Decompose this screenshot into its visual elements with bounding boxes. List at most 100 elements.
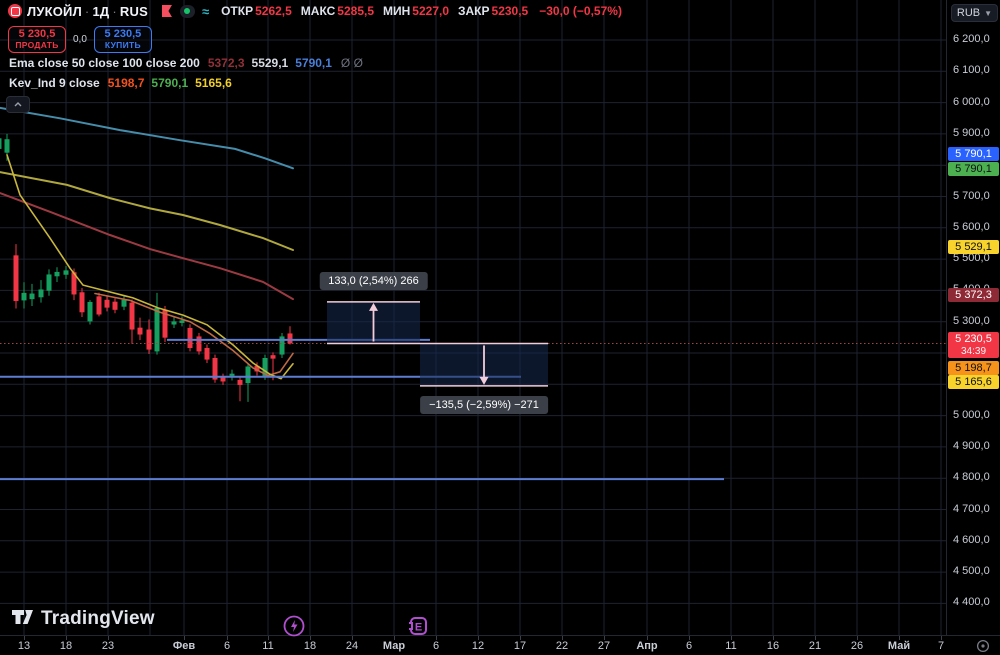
market-status-icon[interactable] [179, 4, 195, 18]
time-tick-mark [66, 636, 67, 640]
time-tick-label: 6 [432, 640, 440, 652]
candle [79, 287, 85, 318]
time-tick-label: 11 [262, 640, 274, 652]
time-tick-mark [352, 636, 353, 640]
candle [0, 138, 2, 149]
candle [154, 292, 160, 355]
price-tick-label: 6 000,0 [953, 95, 990, 108]
time-tick-mark [941, 636, 942, 640]
time-tick-mark [520, 636, 521, 640]
legend-ema[interactable]: Ema close 50 close 100 close 200 5372,3 5… [9, 56, 363, 70]
time-tick-label: 18 [303, 640, 317, 652]
price-tick-label: 6 100,0 [953, 64, 990, 77]
measure-down-label[interactable]: −135,5 (−2,59%) −271 [420, 395, 548, 414]
time-tick-label: 6 [685, 640, 693, 652]
price-axis[interactable]: RUB ▼ 6 200,0 6 100,0 6 000,0 5 900,0 5 700,… [946, 0, 1000, 635]
price-range-measure[interactable] [420, 342, 548, 387]
overlay-line [0, 192, 294, 301]
quote-field-label: МАКС [300, 4, 336, 18]
buy-price: 5 230,5 [104, 28, 142, 41]
price-tick-label: 5 900,0 [953, 126, 990, 139]
time-tick-mark [268, 636, 269, 640]
time-tick-mark [689, 636, 690, 640]
price-axis-label: 5 165,6 [948, 375, 999, 389]
price-tick-label: 4 400,0 [953, 596, 990, 609]
candle [54, 267, 60, 282]
flag-icon[interactable] [161, 5, 172, 17]
price-tick-label: 4 500,0 [953, 565, 990, 578]
sell-button[interactable]: 5 230,5 ПРОДАТЬ [8, 26, 66, 53]
chart-canvas[interactable] [0, 0, 946, 635]
earnings-event-icon[interactable]: E [406, 614, 430, 643]
time-tick-label: 26 [850, 640, 864, 652]
time-tick-mark [562, 636, 563, 640]
buy-button[interactable]: 5 230,5 КУПИТЬ [93, 26, 152, 53]
candle [104, 295, 110, 312]
time-tick-mark [108, 636, 109, 640]
price-axis-label: 5 529,1 [948, 240, 999, 254]
wave-icon[interactable]: ≈ [201, 3, 210, 19]
price-tick-label: 5 600,0 [953, 220, 990, 233]
tradingview-watermark: TradingView [12, 608, 155, 630]
quote-change: −30,0 (−0,57%) [539, 4, 622, 18]
price-tick-label: 5 700,0 [953, 189, 990, 202]
time-axis[interactable]: 13 18 23 Фев 6 11 18 24 Мар 6 12 17 22 27 Апр 6 11 16 21 26… [0, 635, 1000, 655]
time-tick-label: 27 [597, 640, 611, 652]
time-tick-label: 7 [937, 640, 945, 652]
legend-value: 5372,3 [207, 56, 245, 70]
legend-ema-na: Ø Ø [340, 56, 363, 70]
candle [196, 332, 202, 355]
price-tick-label: 5 500,0 [953, 252, 990, 265]
measure-up-label[interactable]: 133,0 (2,54%) 266 [319, 271, 428, 290]
time-tick-mark [436, 636, 437, 640]
time-tick-label: 21 [808, 640, 822, 652]
ohlc-quote: ОТКР 5262,5 МАКС 5285,5 МИН 5227,0 ЗАКР 5230,5−… [221, 4, 622, 18]
currency-button[interactable]: RUB ▼ [951, 4, 998, 22]
time-tick-label: 22 [555, 640, 569, 652]
price-axis-label: 5 790,1 [948, 147, 999, 161]
candle [38, 280, 44, 303]
candle [237, 376, 243, 402]
time-tick-label: 23 [101, 640, 115, 652]
pane-collapse-button[interactable] [6, 96, 30, 113]
scroll-to-realtime-button[interactable] [976, 639, 990, 653]
time-tick-label: 16 [766, 640, 780, 652]
svg-text:E: E [415, 622, 422, 634]
legend-kev[interactable]: Kev_Ind 9 close 5198,7 5790,1 5165,6 [9, 76, 239, 90]
candle [187, 324, 193, 352]
time-tick-mark [857, 636, 858, 640]
price-range-measure[interactable] [327, 301, 420, 345]
legend-kev-values: 5198,7 5790,1 5165,6 [108, 76, 239, 90]
time-tick-label: Фев [172, 640, 196, 652]
time-tick-label: 24 [345, 640, 359, 652]
symbol-logo-icon [8, 4, 22, 18]
countdown-timer: 34:39 [960, 346, 987, 357]
candle [112, 298, 118, 314]
time-tick-mark [310, 636, 311, 640]
flash-event-icon[interactable] [282, 614, 306, 643]
candle [21, 282, 27, 309]
price-axis-label: 5 372,3 [948, 288, 999, 302]
time-tick-mark [773, 636, 774, 640]
candle [179, 316, 185, 327]
price-tick-label: 5 300,0 [953, 314, 990, 327]
legend-value: 5165,6 [195, 76, 232, 90]
candle [254, 362, 260, 376]
legend-kev-title: Kev_Ind 9 close [9, 76, 100, 90]
sell-price: 5 230,5 [18, 28, 56, 41]
price-tick-label: 4 900,0 [953, 439, 990, 452]
candle [137, 317, 143, 341]
candle [96, 292, 102, 317]
candle [63, 265, 69, 279]
price-tick-label: 5 000,0 [953, 408, 990, 421]
candle [146, 319, 152, 354]
spread-value: 0,0 [73, 34, 87, 45]
time-tick-mark [899, 636, 900, 640]
overlay-line [6, 154, 294, 380]
quote-field-value: 5285,5 [337, 4, 374, 18]
candle [13, 244, 19, 309]
candle [29, 283, 35, 307]
symbol-title[interactable]: ЛУКОЙЛ · 1Д · RUS [27, 3, 148, 19]
time-tick-label: 17 [513, 640, 527, 652]
